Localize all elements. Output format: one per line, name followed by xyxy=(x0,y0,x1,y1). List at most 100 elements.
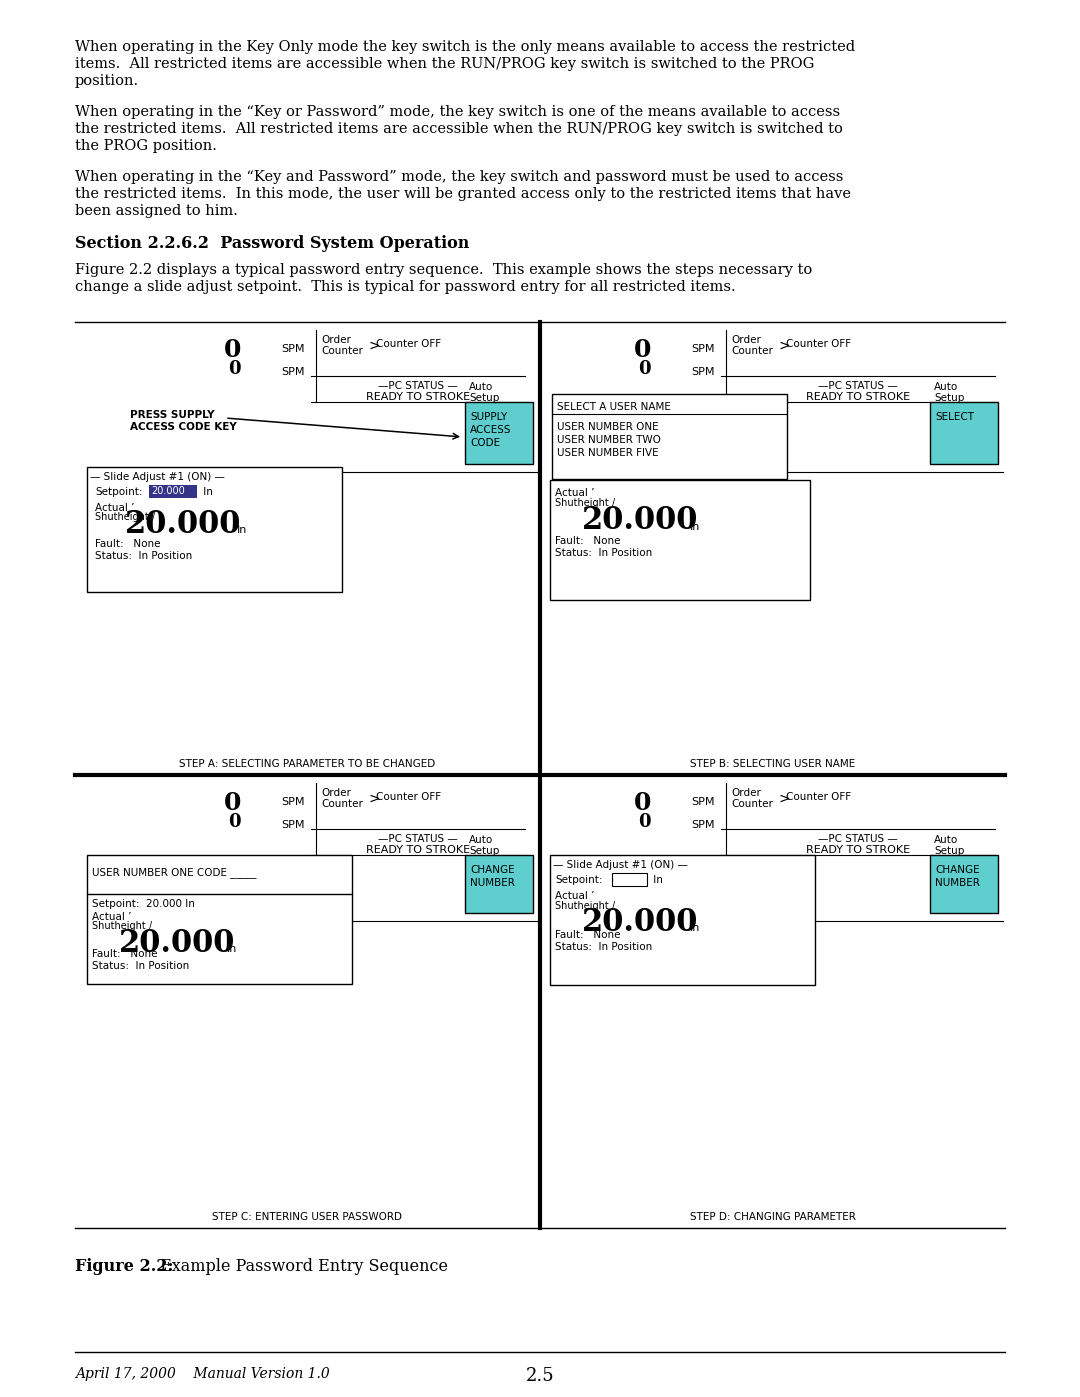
Text: PRESS SUPPLY: PRESS SUPPLY xyxy=(130,409,215,420)
Text: Status:  In Position: Status: In Position xyxy=(555,548,652,557)
Text: Example Password Entry Sequence: Example Password Entry Sequence xyxy=(156,1259,448,1275)
Text: SPM: SPM xyxy=(281,820,305,830)
Text: Counter: Counter xyxy=(321,799,363,809)
Text: STEP C: ENTERING USER PASSWORD: STEP C: ENTERING USER PASSWORD xyxy=(213,1213,403,1222)
Text: STEP D: CHANGING PARAMETER: STEP D: CHANGING PARAMETER xyxy=(689,1213,855,1222)
Text: 0: 0 xyxy=(634,338,651,362)
Text: SELECT: SELECT xyxy=(935,412,974,422)
Bar xyxy=(87,855,352,895)
Text: 2.5: 2.5 xyxy=(526,1368,554,1384)
Bar xyxy=(87,467,342,592)
Text: Fault:   None: Fault: None xyxy=(92,949,158,958)
Text: >: > xyxy=(368,792,380,806)
Text: Setup: Setup xyxy=(934,847,964,856)
Text: 20.000: 20.000 xyxy=(582,907,699,937)
Text: Actual ’: Actual ’ xyxy=(92,912,132,922)
Bar xyxy=(552,394,787,479)
Text: position.: position. xyxy=(75,74,139,88)
Text: Shutheight /: Shutheight / xyxy=(555,901,616,911)
Text: In: In xyxy=(200,488,213,497)
Text: change a slide adjust setpoint.  This is typical for password entry for all rest: change a slide adjust setpoint. This is … xyxy=(75,279,735,293)
Text: SPM: SPM xyxy=(281,344,305,353)
Text: When operating in the “Key or Password” mode, the key switch is one of the means: When operating in the “Key or Password” … xyxy=(75,105,840,119)
Bar xyxy=(930,855,998,914)
Text: >: > xyxy=(778,339,789,353)
Text: Counter OFF: Counter OFF xyxy=(786,792,851,802)
Text: STEP A: SELECTING PARAMETER TO BE CHANGED: STEP A: SELECTING PARAMETER TO BE CHANGE… xyxy=(179,759,435,768)
Text: STEP B: SELECTING USER NAME: STEP B: SELECTING USER NAME xyxy=(690,759,855,768)
Text: the PROG position.: the PROG position. xyxy=(75,138,217,154)
Text: When operating in the Key Only mode the key switch is the only means available t: When operating in the Key Only mode the … xyxy=(75,41,855,54)
Text: In: In xyxy=(650,875,663,886)
Text: Shutheight /: Shutheight / xyxy=(95,511,156,522)
Text: Setup: Setup xyxy=(469,393,499,402)
Bar xyxy=(465,855,534,914)
Text: Order: Order xyxy=(321,788,351,798)
Text: Counter OFF: Counter OFF xyxy=(376,339,441,349)
Text: —PC STATUS —: —PC STATUS — xyxy=(378,381,458,391)
Bar xyxy=(87,894,352,983)
Text: —PC STATUS —: —PC STATUS — xyxy=(378,834,458,844)
Text: SPM: SPM xyxy=(691,798,715,807)
Text: items.  All restricted items are accessible when the RUN/PROG key switch is swit: items. All restricted items are accessib… xyxy=(75,57,814,71)
Text: NUMBER: NUMBER xyxy=(470,877,515,888)
Text: When operating in the “Key and Password” mode, the key switch and password must : When operating in the “Key and Password”… xyxy=(75,170,843,184)
Text: 20.000: 20.000 xyxy=(119,928,235,958)
Text: been assigned to him.: been assigned to him. xyxy=(75,204,238,218)
Text: USER NUMBER ONE CODE _____: USER NUMBER ONE CODE _____ xyxy=(92,868,257,877)
Text: Fault:   None: Fault: None xyxy=(555,930,621,940)
Text: READY TO STROKE: READY TO STROKE xyxy=(806,393,910,402)
Text: SPM: SPM xyxy=(691,820,715,830)
Text: 0: 0 xyxy=(228,813,241,831)
Text: Setpoint:: Setpoint: xyxy=(95,488,143,497)
Text: USER NUMBER TWO: USER NUMBER TWO xyxy=(557,434,661,446)
Text: CHANGE: CHANGE xyxy=(935,865,980,875)
Text: Order: Order xyxy=(731,335,761,345)
Text: Status:  In Position: Status: In Position xyxy=(95,550,192,562)
Text: In: In xyxy=(237,525,247,535)
Text: Shutheight /: Shutheight / xyxy=(92,921,152,930)
Text: SPM: SPM xyxy=(281,798,305,807)
Text: Figure 2.2:: Figure 2.2: xyxy=(75,1259,174,1275)
Text: SPM: SPM xyxy=(281,367,305,377)
Text: Shutheight /: Shutheight / xyxy=(555,497,616,509)
Text: SPM: SPM xyxy=(691,344,715,353)
Text: Status:  In Position: Status: In Position xyxy=(555,942,652,951)
Text: In: In xyxy=(227,944,238,954)
Text: ACCESS: ACCESS xyxy=(470,425,512,434)
Text: 0: 0 xyxy=(638,813,651,831)
Text: Figure 2.2 displays a typical password entry sequence.  This example shows the s: Figure 2.2 displays a typical password e… xyxy=(75,263,812,277)
Text: >: > xyxy=(778,792,789,806)
Text: April 17, 2000    Manual Version 1.0: April 17, 2000 Manual Version 1.0 xyxy=(75,1368,329,1382)
Text: In: In xyxy=(690,923,700,933)
Bar xyxy=(612,873,647,886)
Text: Actual ’: Actual ’ xyxy=(555,891,594,901)
Text: READY TO STROKE: READY TO STROKE xyxy=(366,845,470,855)
Text: SUPPLY: SUPPLY xyxy=(470,412,508,422)
Text: Status:  In Position: Status: In Position xyxy=(92,961,189,971)
Text: —PC STATUS —: —PC STATUS — xyxy=(819,381,897,391)
Text: 0: 0 xyxy=(634,791,651,814)
Text: Counter: Counter xyxy=(731,346,773,356)
Text: Setpoint:: Setpoint: xyxy=(555,875,603,886)
Text: NUMBER: NUMBER xyxy=(935,877,980,888)
Text: Setup: Setup xyxy=(469,847,499,856)
Text: — Slide Adjust #1 (ON) —: — Slide Adjust #1 (ON) — xyxy=(90,472,225,482)
Text: In: In xyxy=(690,522,700,532)
Text: USER NUMBER ONE: USER NUMBER ONE xyxy=(557,422,659,432)
Text: READY TO STROKE: READY TO STROKE xyxy=(366,393,470,402)
Text: 0: 0 xyxy=(638,360,651,379)
Text: — Slide Adjust #1 (ON) —: — Slide Adjust #1 (ON) — xyxy=(553,861,688,870)
Text: Auto: Auto xyxy=(469,381,494,393)
Text: Actual ’: Actual ’ xyxy=(555,488,594,497)
Text: ACCESS CODE KEY: ACCESS CODE KEY xyxy=(130,422,237,432)
Text: Auto: Auto xyxy=(934,381,958,393)
Text: Setup: Setup xyxy=(934,393,964,402)
Bar xyxy=(465,402,534,464)
Text: Section 2.2.6.2  Password System Operation: Section 2.2.6.2 Password System Operatio… xyxy=(75,235,470,251)
Text: Setpoint:  20.000 In: Setpoint: 20.000 In xyxy=(92,900,194,909)
Text: 20.000: 20.000 xyxy=(125,509,241,541)
Text: USER NUMBER FIVE: USER NUMBER FIVE xyxy=(557,448,659,458)
Text: CODE: CODE xyxy=(470,439,500,448)
Bar xyxy=(149,485,197,497)
